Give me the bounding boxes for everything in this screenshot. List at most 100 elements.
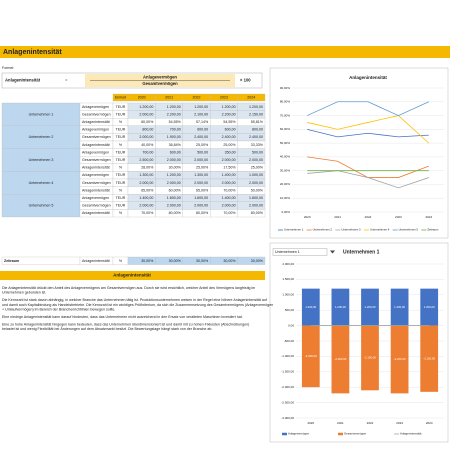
y-tick-label: -1.500,00	[281, 370, 294, 374]
row-unit: TEUR	[116, 105, 126, 109]
table-value: 350,00	[225, 150, 236, 154]
bar-label: -2.100,00	[364, 356, 376, 360]
bar-label: -2.200,00	[334, 357, 346, 361]
formula-equals: =	[65, 78, 68, 83]
dropdown-value[interactable]: Unternehmen 1	[275, 250, 300, 254]
table-value: 2.000,00	[167, 158, 181, 162]
table-value: 2.200,00	[222, 112, 236, 116]
table-header: 2020	[138, 96, 146, 100]
row-unit: TEUR	[116, 204, 126, 208]
group-label: Unternehmen 3	[29, 158, 54, 162]
table-value: 1.400,00	[222, 173, 236, 177]
row-label: Anlagenintensität	[82, 166, 110, 170]
row-unit: TEUR	[116, 196, 126, 200]
row-label: Anlagenintensität	[82, 143, 110, 147]
x-tick-label: 2024	[426, 421, 433, 425]
dropdown[interactable]	[272, 248, 328, 256]
table-value: 1.400,00	[222, 196, 236, 200]
table-value: 54,55%	[223, 120, 236, 124]
table-value: 65,00%	[196, 188, 209, 192]
table-value: 1.600,00	[194, 196, 208, 200]
table-value: 2.400,00	[222, 135, 236, 139]
table-value: 36,84%	[169, 143, 182, 147]
y-tick-label: 40,00%	[280, 155, 291, 159]
group-label: Unternehmen 4	[29, 181, 54, 185]
row-label: Anlagenintensität	[82, 188, 110, 192]
y-tick-label: 30,00%	[280, 168, 291, 172]
table-value: 30,00%	[223, 259, 236, 263]
section-bar	[0, 271, 265, 280]
paragraph-line: Die Anlagenintensität drückt den Anteil …	[2, 286, 255, 290]
table-value: 70,00%	[223, 211, 236, 215]
series-line	[307, 170, 429, 189]
row-label: Anlagenintensität	[82, 211, 110, 215]
x-tick-label: 2023	[395, 215, 402, 219]
table-value: 1.200,00	[167, 173, 181, 177]
table-value: 25,00%	[251, 166, 264, 170]
legend-label: Unternehmen 2	[313, 228, 333, 232]
bar	[331, 325, 350, 394]
y-tick-label: 90,00%	[280, 86, 291, 90]
x-tick-label: 2022	[365, 215, 372, 219]
table-value: 2.000,00	[222, 181, 236, 185]
series-line	[307, 101, 429, 116]
section-title: Anlagenintensität	[113, 273, 151, 278]
table-value: 40,00%	[141, 143, 154, 147]
row-label: Anlagevermögen	[82, 196, 109, 200]
table-value: 800,00	[252, 128, 263, 132]
table-value: 2.000,00	[222, 204, 236, 208]
table-header: 2023	[220, 96, 228, 100]
table-value: 600,00	[197, 128, 208, 132]
table-value: 30,00%	[196, 259, 209, 263]
row-label: Anlagenintensität	[82, 259, 110, 263]
table-value: 50,00%	[251, 188, 264, 192]
table-value: 25,00%	[223, 143, 236, 147]
table-value: 60,00%	[169, 188, 182, 192]
formula-factor: × 100	[240, 78, 251, 83]
table-header: 2024	[247, 96, 255, 100]
table-value: 30,00%	[251, 259, 264, 263]
x-tick-label: 2020	[304, 215, 311, 219]
row-unit: %	[119, 120, 123, 124]
row-unit: %	[119, 143, 123, 147]
chart-title: Anlagenintensität	[349, 75, 387, 80]
bar	[390, 325, 409, 394]
formula-numerator: Anlagevermögen	[143, 75, 177, 80]
table-value: 28,00%	[141, 166, 154, 170]
table-value: 33,33%	[251, 143, 264, 147]
table-cell	[237, 209, 266, 218]
bar	[361, 325, 379, 391]
y-tick-label: 0,00	[288, 323, 294, 327]
table-value: 1.900,00	[167, 135, 181, 139]
row-unit: %	[119, 166, 123, 170]
legend-label: Unternehmen 3	[341, 228, 361, 232]
y-tick-label: -500,00	[284, 339, 295, 343]
paragraph-line: belastet ist und wenig Flexibilität bei …	[2, 327, 212, 331]
bar-label: 1.200,00	[365, 305, 376, 309]
row-unit: %	[119, 259, 123, 263]
table-value: 60,00%	[141, 120, 154, 124]
table-value: 25,00%	[196, 166, 209, 170]
table-value: 1.000,00	[249, 173, 263, 177]
x-tick-label: 2021	[337, 421, 344, 425]
bar-label: 1.200,00	[335, 305, 346, 309]
table-value: 2.400,00	[194, 135, 208, 139]
legend-label: Unternehmen 5	[399, 228, 419, 232]
row-unit: TEUR	[116, 112, 126, 116]
dropdown-arrow[interactable]	[330, 250, 335, 254]
paragraph-line: Die Kennzahl ist stark davon abhängig, i…	[2, 298, 267, 302]
y-tick-label: 10,00%	[280, 196, 291, 200]
table-value: 1.300,00	[139, 173, 153, 177]
table-value: 2.000,00	[194, 204, 208, 208]
legend-label: Anlagevermögen	[288, 432, 310, 436]
table-value: 2.150,00	[249, 112, 263, 116]
table-value: 65,00%	[141, 188, 154, 192]
bar-label: -2.000,00	[305, 354, 317, 358]
paragraph-line: und damit auch Kapitalbindung als Handel…	[2, 303, 273, 307]
table-value: 70,00%	[141, 211, 154, 215]
table-value: 54,55%	[169, 120, 182, 124]
row-label: Gesamtvermögen	[82, 158, 111, 162]
series-line	[307, 128, 429, 138]
bar	[361, 288, 379, 326]
table-value: 2.000,00	[139, 204, 153, 208]
